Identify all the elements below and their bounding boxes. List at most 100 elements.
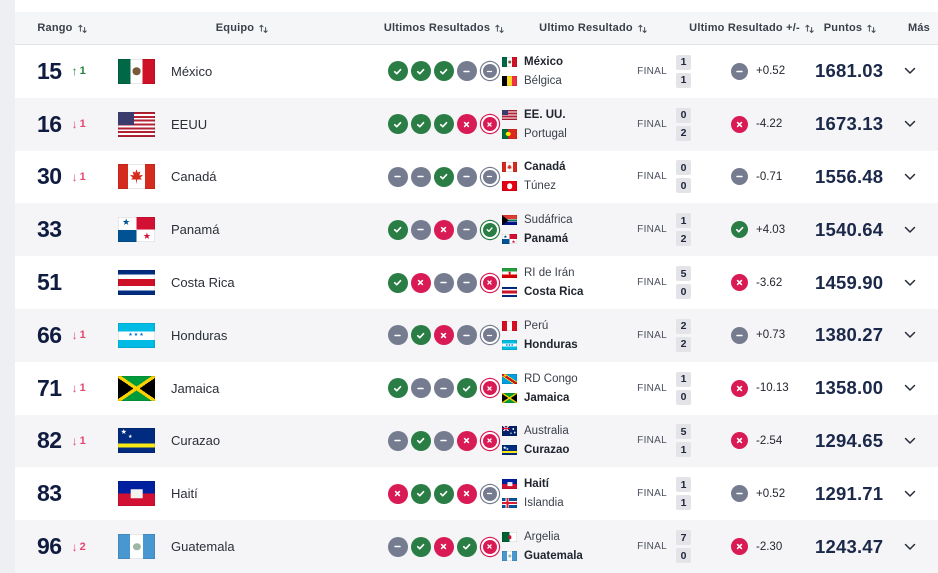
score-box: 2 <box>676 125 691 141</box>
table-row[interactable]: 33 Panamá SudáfricaPanamá FINAL 12 +4.03… <box>15 203 938 257</box>
match-team: Islandia <box>502 497 564 509</box>
table-row[interactable]: 66 ↓ 1 Honduras PerúHonduras FINAL 22 +0… <box>15 308 938 362</box>
recent-results <box>375 430 500 451</box>
win-check-icon <box>433 483 454 504</box>
loss-x-icon-latest <box>482 275 497 290</box>
match-team-flag-icon <box>502 75 517 86</box>
points-delta-value: +0.52 <box>756 65 786 78</box>
match-team-flag-icon <box>502 479 517 490</box>
match-team-flag-icon <box>502 215 517 226</box>
match-status: FINAL <box>637 488 667 500</box>
team-cell: Jamaica <box>110 375 375 401</box>
match-team: Sudáfrica <box>502 214 573 226</box>
match-teams: Haití Islandia <box>502 478 564 509</box>
draw-minus-icon <box>456 325 477 346</box>
rank-change-value: 1 <box>79 65 86 78</box>
table-row[interactable]: 82 ↓ 1 Curazao AustraliaCurazao FINAL 51… <box>15 414 938 468</box>
chevron-down-icon[interactable] <box>904 226 916 234</box>
match-team-name: Curazao <box>524 444 570 457</box>
match-team-flag-icon <box>502 498 517 509</box>
match-team-flag-icon <box>502 162 517 173</box>
recent-results <box>375 325 500 346</box>
chevron-down-icon[interactable] <box>904 543 916 551</box>
column-header-ultimo-resultado[interactable]: Ultimo Resultado <box>500 22 705 34</box>
match-team-flag-icon <box>502 426 517 437</box>
score-box: 1 <box>676 477 691 493</box>
rank-number: 66 <box>37 321 62 348</box>
more-cell <box>900 279 938 287</box>
column-header-equipo[interactable]: Equipo <box>110 22 375 34</box>
chevron-down-icon[interactable] <box>904 331 916 339</box>
score-box: 5 <box>676 424 691 440</box>
column-header-ultimo-resultado-delta[interactable]: Ultimo Resultado +/- <box>689 22 815 34</box>
chevron-down-icon[interactable] <box>904 173 916 181</box>
column-header-puntos[interactable]: Puntos <box>815 22 900 34</box>
loss-x-icon <box>731 115 748 133</box>
chevron-down-icon[interactable] <box>904 437 916 445</box>
match-team-name: Sudáfrica <box>524 214 573 227</box>
last-match-cell: AustraliaCurazao FINAL 51 <box>500 424 705 458</box>
rank-change-arrow-icon: ↓ <box>71 433 78 448</box>
match-team-flag-icon <box>502 373 517 384</box>
team-cell: Canadá <box>110 164 375 190</box>
team-cell: Costa Rica <box>110 270 375 296</box>
loss-x-icon <box>456 430 477 451</box>
match-team-name: RD Congo <box>524 372 578 385</box>
match-team-name: Islandia <box>524 497 564 510</box>
match-team-name: Perú <box>524 319 549 332</box>
draw-minus-icon <box>731 485 748 503</box>
chevron-down-icon[interactable] <box>904 384 916 392</box>
chevron-down-icon[interactable] <box>904 490 916 498</box>
recent-results <box>375 272 500 293</box>
win-check-icon <box>387 61 408 82</box>
match-teams: México Bélgica <box>502 56 563 87</box>
points-cell: 1681.03 <box>815 60 900 82</box>
match-team-name: Jamaica <box>524 391 570 404</box>
recent-results <box>375 114 500 135</box>
draw-minus-icon-latest <box>482 169 497 184</box>
points-cell: 1673.13 <box>815 113 900 135</box>
recent-results <box>375 483 500 504</box>
column-header-ultimos-resultados[interactable]: Ultimos Resultados <box>375 22 504 34</box>
rank-change-arrow-icon: ↓ <box>71 539 78 554</box>
loss-x-icon <box>456 483 477 504</box>
win-check-icon <box>456 536 477 557</box>
table-row[interactable]: 51 Costa Rica RI de Irán Costa Rica FINAL… <box>15 256 938 309</box>
loss-x-icon-latest <box>482 539 497 554</box>
column-label: Puntos <box>823 22 863 34</box>
table-row[interactable]: 96 ↓ 2 Guatemala Argelia Guatemala FINAL … <box>15 520 938 573</box>
match-team-flag-icon <box>502 56 517 67</box>
score-box: 1 <box>676 442 691 458</box>
points-delta-cell: +0.73 <box>705 326 815 344</box>
match-team-name: Guatemala <box>524 550 583 563</box>
rank-change: ↓ 1 <box>72 117 86 131</box>
column-header-rango[interactable]: Rango <box>15 22 110 34</box>
team-cell: Panamá <box>110 217 375 243</box>
match-team-name: Portugal <box>524 127 567 140</box>
match-team-flag-icon <box>502 109 517 120</box>
match-team: RI de Irán <box>502 267 583 279</box>
draw-minus-icon <box>387 430 408 451</box>
points-delta-value: +4.03 <box>756 223 786 236</box>
points-delta-value: +0.52 <box>756 487 786 500</box>
match-status: FINAL <box>637 435 667 447</box>
team-flag-icon <box>118 481 155 507</box>
chevron-down-icon[interactable] <box>904 67 916 75</box>
sort-arrows-icon <box>259 24 268 33</box>
points-delta-value: -0.71 <box>756 170 783 183</box>
chevron-down-icon[interactable] <box>904 120 916 128</box>
chevron-down-icon[interactable] <box>904 279 916 287</box>
